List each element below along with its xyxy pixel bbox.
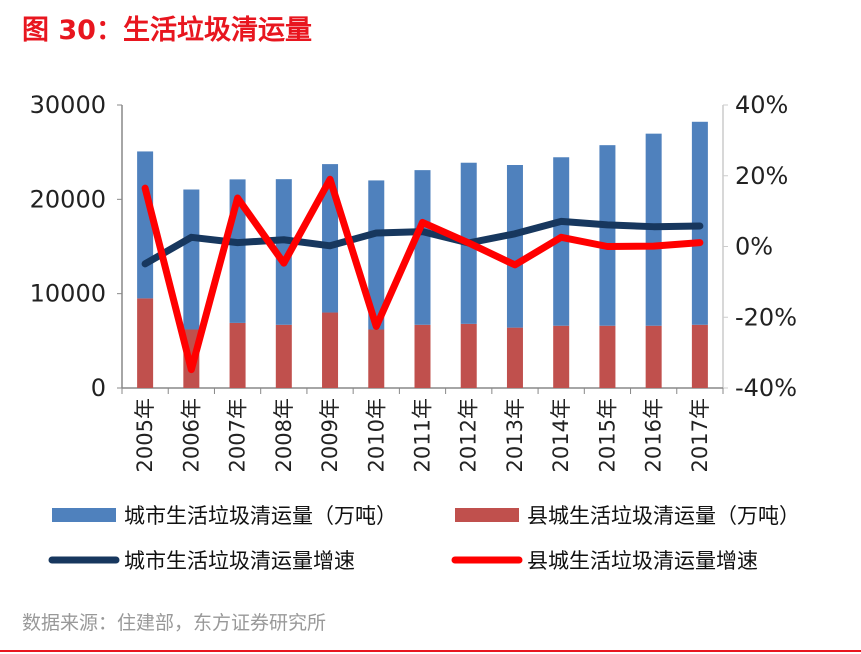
- x-tick-label: 2015年: [595, 398, 619, 472]
- legend-label: 城市生活垃圾清运量增速: [124, 549, 355, 573]
- county-bar: [137, 298, 154, 388]
- city-bar: [275, 179, 292, 325]
- x-tick-label: 2010年: [364, 398, 388, 472]
- legend-label: 县城生活垃圾清运量增速: [527, 549, 758, 573]
- x-tick-label: 2017年: [688, 398, 712, 472]
- right-tick-label: 40%: [735, 91, 788, 119]
- x-tick-label: 2016年: [642, 398, 666, 472]
- left-tick-label: 30000: [30, 91, 106, 119]
- city-bar: [506, 165, 523, 328]
- city-bar: [553, 157, 570, 326]
- right-tick-label: 0%: [735, 233, 773, 261]
- x-tick-label: 2012年: [457, 398, 481, 472]
- left-tick-label: 20000: [30, 185, 106, 213]
- county-bar: [506, 327, 523, 388]
- x-tick-label: 2013年: [503, 398, 527, 472]
- city-bar: [414, 170, 431, 325]
- source-note: 数据来源：住建部，东方证券研究所: [22, 612, 327, 634]
- right-tick-label: -20%: [735, 303, 797, 331]
- city-bar: [599, 145, 616, 326]
- legend-label: 县城生活垃圾清运量（万吨）: [527, 504, 800, 528]
- right-tick-label: -40%: [735, 374, 797, 402]
- city-bar: [183, 189, 200, 330]
- x-tick-label: 2014年: [549, 398, 573, 472]
- city-bar: [137, 151, 154, 299]
- x-tick-label: 2011年: [411, 398, 435, 472]
- legend-swatch: [52, 508, 116, 522]
- county-bar: [322, 312, 339, 388]
- right-tick-label: 20%: [735, 162, 788, 190]
- county-bar: [691, 324, 708, 388]
- legend-swatch: [455, 508, 519, 522]
- county-bar: [414, 324, 431, 388]
- left-tick-label: 10000: [30, 280, 106, 308]
- left-tick-label: 0: [91, 374, 106, 402]
- chart-title: 图 30：生活垃圾清运量: [22, 15, 312, 46]
- county-bar: [275, 324, 292, 388]
- county-bar: [229, 322, 246, 388]
- county-bar: [599, 325, 616, 388]
- county-bar: [553, 325, 570, 388]
- county-bar: [368, 329, 385, 388]
- x-tick-label: 2009年: [318, 398, 342, 472]
- x-tick-label: 2007年: [226, 398, 250, 472]
- x-tick-label: 2006年: [179, 398, 203, 472]
- x-tick-label: 2005年: [133, 398, 157, 472]
- county-bar: [460, 323, 477, 388]
- city-bar: [368, 180, 385, 330]
- divider: [0, 650, 861, 652]
- x-tick-label: 2008年: [272, 398, 296, 472]
- county-bar: [645, 325, 662, 388]
- legend-label: 城市生活垃圾清运量（万吨）: [124, 504, 397, 528]
